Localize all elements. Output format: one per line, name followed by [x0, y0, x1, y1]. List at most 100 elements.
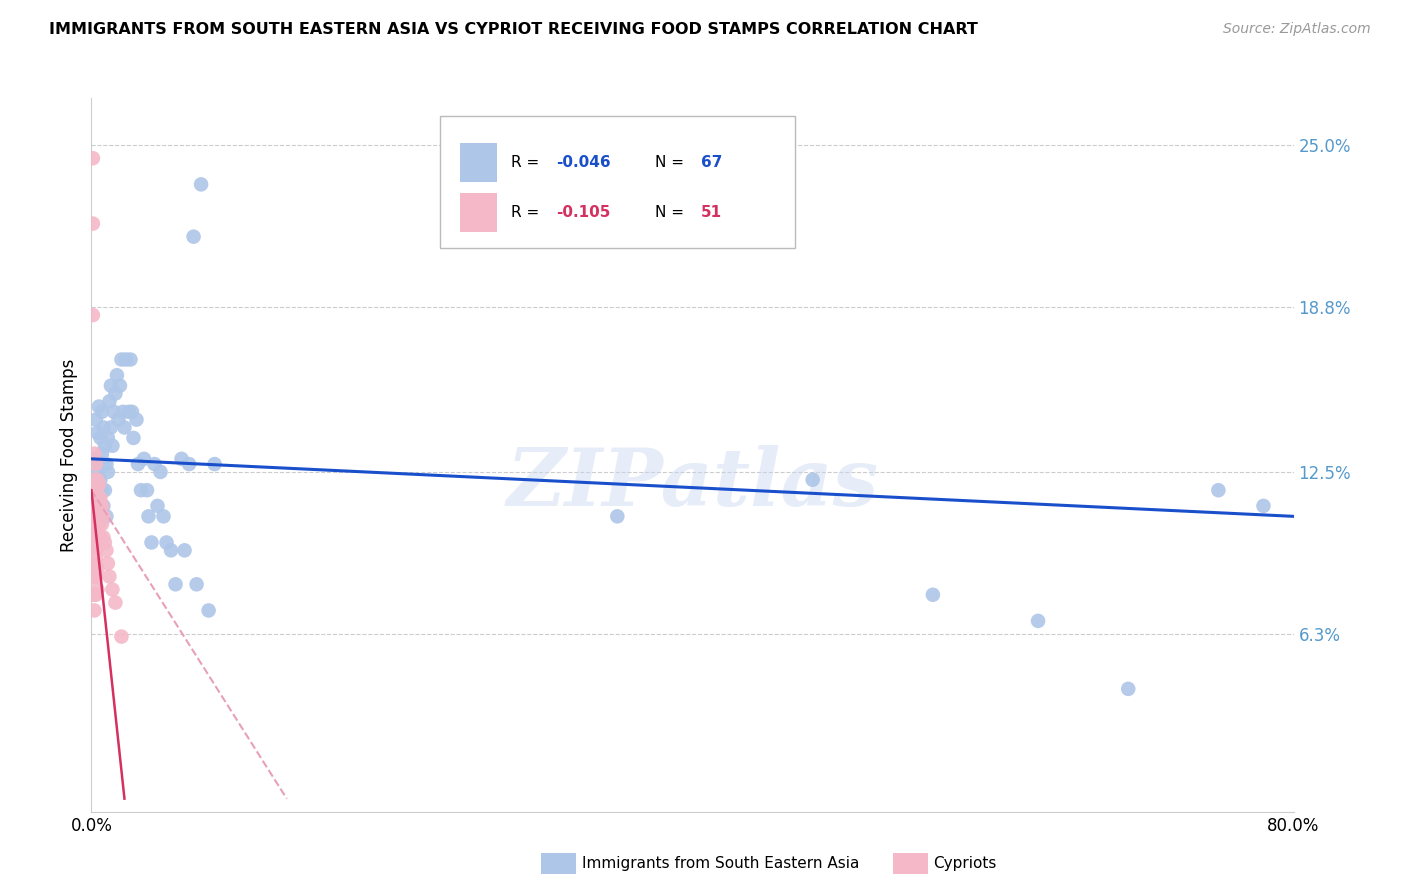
Point: [86, 509, 108, 524]
Point: [101, 582, 124, 597]
Point: [86, 491, 108, 505]
Point: [118, 405, 141, 419]
Point: [87, 535, 110, 549]
Point: [143, 457, 166, 471]
Point: [84, 499, 107, 513]
Point: [89, 431, 111, 445]
Point: [96, 457, 118, 471]
Point: [114, 420, 136, 434]
Point: [110, 630, 132, 644]
Point: [122, 431, 145, 445]
Point: [110, 352, 132, 367]
Point: [89, 491, 111, 505]
Point: [93, 499, 115, 513]
Point: [149, 465, 172, 479]
Point: [87, 478, 110, 492]
Point: [165, 577, 187, 591]
Point: [84, 569, 107, 583]
Point: [107, 412, 129, 426]
Point: [83, 473, 105, 487]
Point: [86, 582, 108, 597]
Point: [146, 499, 169, 513]
Point: [94, 439, 117, 453]
Point: [84, 483, 107, 498]
Bar: [460, 193, 496, 232]
Text: 67: 67: [700, 155, 723, 169]
Point: [120, 352, 142, 367]
Point: [96, 509, 118, 524]
Point: [83, 524, 105, 539]
Point: [127, 457, 149, 471]
Text: ZIPatlas: ZIPatlas: [506, 445, 879, 522]
Point: [108, 378, 131, 392]
Point: [100, 420, 122, 434]
Point: [82, 308, 104, 322]
Point: [606, 509, 628, 524]
Point: [83, 499, 105, 513]
Point: [96, 543, 118, 558]
Point: [87, 517, 110, 532]
Point: [82, 588, 104, 602]
Point: [141, 535, 163, 549]
Point: [129, 483, 152, 498]
Point: [86, 561, 108, 575]
Text: Source: ZipAtlas.com: Source: ZipAtlas.com: [1223, 22, 1371, 37]
Point: [121, 405, 143, 419]
Point: [125, 412, 148, 426]
Point: [83, 569, 105, 583]
Point: [82, 217, 104, 231]
Bar: [460, 143, 496, 182]
Point: [1208, 483, 1230, 498]
Point: [84, 451, 107, 466]
Text: IMMIGRANTS FROM SOUTH EASTERN ASIA VS CYPRIOT RECEIVING FOOD STAMPS CORRELATION : IMMIGRANTS FROM SOUTH EASTERN ASIA VS CY…: [49, 22, 979, 37]
Point: [86, 473, 108, 487]
Point: [138, 509, 160, 524]
Text: -0.046: -0.046: [557, 155, 612, 169]
Point: [170, 451, 193, 466]
Point: [97, 465, 120, 479]
Text: R =: R =: [510, 205, 544, 219]
Point: [155, 535, 177, 549]
Point: [105, 368, 128, 383]
Point: [186, 577, 208, 591]
Point: [84, 457, 107, 471]
Point: [90, 483, 112, 498]
Point: [197, 603, 219, 617]
Point: [84, 551, 107, 566]
Point: [93, 457, 115, 471]
FancyBboxPatch shape: [440, 116, 794, 248]
Point: [86, 524, 108, 539]
Point: [84, 535, 107, 549]
Point: [94, 483, 117, 498]
Point: [104, 596, 127, 610]
Point: [83, 588, 105, 602]
Text: N =: N =: [655, 155, 689, 169]
Point: [1253, 499, 1275, 513]
Point: [183, 229, 205, 244]
Point: [89, 473, 111, 487]
Point: [93, 530, 115, 544]
Point: [86, 541, 108, 555]
Point: [84, 517, 107, 532]
Point: [204, 457, 226, 471]
Point: [111, 405, 134, 419]
Text: R =: R =: [510, 155, 544, 169]
Point: [173, 543, 195, 558]
Point: [89, 530, 111, 544]
Point: [98, 569, 121, 583]
Point: [82, 569, 104, 583]
Text: 51: 51: [700, 205, 723, 219]
Point: [87, 499, 110, 513]
Point: [90, 405, 112, 419]
Text: -0.105: -0.105: [557, 205, 612, 219]
Point: [86, 465, 108, 479]
Point: [83, 603, 105, 617]
Point: [98, 394, 121, 409]
Point: [82, 541, 104, 555]
Point: [82, 557, 104, 571]
Point: [87, 400, 110, 414]
Point: [190, 178, 212, 192]
Text: Cypriots: Cypriots: [934, 856, 997, 871]
Text: Immigrants from South Eastern Asia: Immigrants from South Eastern Asia: [582, 856, 859, 871]
Point: [84, 412, 107, 426]
